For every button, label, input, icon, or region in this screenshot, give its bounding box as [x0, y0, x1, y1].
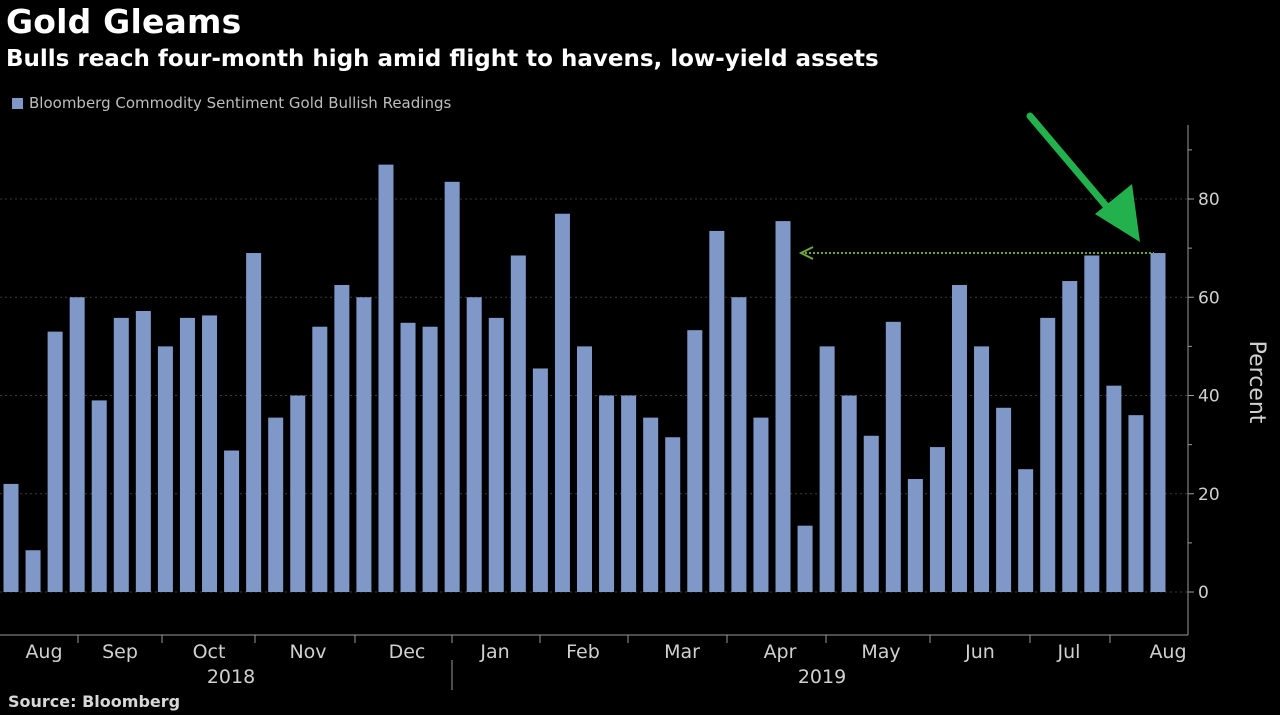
bar [996, 407, 1012, 592]
bar [621, 395, 637, 592]
bar [179, 317, 195, 592]
bar [709, 230, 725, 592]
x-ticks: Aug Sep Oct Nov Dec Jan Feb Mar Apr May Jun Jul Aug 2… [25, 635, 1187, 690]
bar [1128, 415, 1144, 592]
bar [1084, 255, 1100, 592]
bar [974, 346, 990, 592]
bar [577, 346, 592, 592]
x-tick-label: Jan [479, 641, 509, 663]
bar [202, 315, 218, 592]
bar [334, 284, 350, 592]
x-tick-label: Feb [566, 641, 600, 663]
x-tick-label: Nov [289, 641, 326, 663]
bar [3, 483, 19, 592]
bar [466, 297, 482, 592]
bar [1062, 281, 1078, 592]
bars [3, 164, 1166, 593]
bar [599, 395, 615, 592]
bar [312, 326, 328, 592]
legend-label: Bloomberg Commodity Sentiment Gold Bulli… [29, 94, 452, 112]
bar [643, 417, 659, 592]
chart-subtitle: Bulls reach four-month high amid flight … [6, 46, 879, 72]
bar [665, 437, 681, 592]
x-tick-label: Jul [1057, 641, 1081, 663]
bar [246, 253, 262, 592]
x-tick-label: Oct [193, 641, 226, 663]
axes [0, 125, 1189, 636]
bar [753, 417, 769, 592]
bar [224, 450, 240, 592]
bar [290, 395, 306, 592]
x-tick-label: Aug [25, 641, 62, 663]
y-tick-label: 20 [1198, 485, 1220, 505]
bar [731, 297, 747, 592]
bar [554, 213, 570, 593]
annotations [798, 112, 1154, 260]
year-label: 2018 [207, 666, 255, 688]
x-tick-label: Mar [664, 641, 700, 663]
y-tick-label: 60 [1198, 288, 1220, 308]
source-note: Source: Bloomberg [8, 692, 181, 711]
bar [885, 321, 901, 592]
bar [444, 181, 460, 592]
bar [1150, 253, 1166, 592]
bar [91, 400, 107, 592]
bar [929, 447, 945, 592]
year-label: 2019 [798, 666, 846, 688]
bar [863, 435, 879, 592]
highlight-arrow-head [1095, 184, 1140, 242]
bar [775, 221, 791, 592]
bar [532, 368, 548, 592]
bar [1040, 317, 1056, 592]
bar [422, 326, 438, 592]
reference-arrowhead [798, 246, 814, 260]
y-tick-label: 80 [1198, 190, 1220, 210]
y-tick-label: 0 [1198, 583, 1209, 603]
x-tick-label: Aug [1149, 641, 1186, 663]
bar [356, 297, 372, 592]
bar [841, 395, 857, 592]
bar [157, 346, 173, 592]
legend: Bloomberg Commodity Sentiment Gold Bulli… [12, 94, 451, 112]
bar [907, 479, 923, 592]
bar [135, 311, 151, 592]
y-axis-label: Percent [1244, 341, 1269, 424]
bar [1018, 469, 1034, 592]
bar [47, 331, 63, 592]
legend-swatch [12, 97, 23, 109]
x-tick-label: May [861, 641, 900, 663]
bar [819, 346, 835, 592]
highlight-arrow-shaft [1026, 112, 1122, 224]
y-tick-label: 40 [1198, 387, 1220, 407]
bar [69, 297, 85, 592]
bar [268, 417, 284, 592]
x-tick-label: Jun [964, 641, 995, 663]
bar [797, 525, 813, 592]
bar [488, 317, 504, 592]
bar [378, 164, 394, 593]
x-tick-label: Sep [102, 641, 138, 663]
chart-title: Gold Gleams [6, 2, 242, 41]
bar [951, 284, 967, 592]
bar [400, 322, 416, 592]
bar [25, 550, 41, 592]
x-tick-label: Dec [389, 641, 426, 663]
gridlines [0, 198, 1188, 593]
y-ticks: 0 20 40 60 80 [1188, 149, 1220, 603]
bar [1106, 385, 1122, 592]
bar [687, 330, 703, 592]
x-tick-label: Apr [764, 641, 797, 663]
bar [510, 255, 526, 592]
bar [113, 317, 129, 592]
